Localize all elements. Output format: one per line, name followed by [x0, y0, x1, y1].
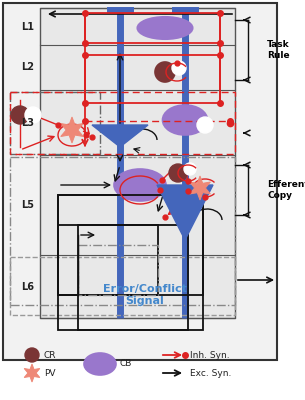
- Polygon shape: [190, 176, 210, 200]
- Ellipse shape: [84, 353, 116, 375]
- Text: L5: L5: [21, 200, 34, 210]
- Circle shape: [11, 106, 29, 124]
- Bar: [40, 8, 235, 318]
- Polygon shape: [157, 185, 213, 240]
- Circle shape: [184, 163, 196, 175]
- Text: Exc. Syn.: Exc. Syn.: [190, 368, 231, 378]
- Bar: [78, 245, 158, 295]
- Ellipse shape: [138, 17, 192, 39]
- Text: PV: PV: [44, 368, 56, 378]
- Text: L6: L6: [21, 282, 34, 292]
- Bar: [10, 92, 100, 154]
- Bar: [58, 195, 203, 330]
- Text: Error/Conflict
Signal: Error/Conflict Signal: [103, 284, 187, 306]
- Circle shape: [172, 61, 186, 75]
- Bar: [85, 13, 220, 43]
- Text: L2: L2: [21, 62, 34, 72]
- Circle shape: [169, 164, 187, 182]
- Bar: [85, 55, 220, 103]
- Bar: [78, 225, 188, 330]
- Ellipse shape: [163, 105, 207, 135]
- Circle shape: [155, 62, 175, 82]
- Text: Task
Rule: Task Rule: [267, 40, 290, 60]
- Text: L3: L3: [21, 118, 34, 128]
- Circle shape: [25, 348, 39, 362]
- Bar: [10, 157, 235, 305]
- Text: Inh. Syn.: Inh. Syn.: [190, 350, 230, 360]
- Circle shape: [25, 107, 41, 123]
- Text: Efferent
Copy: Efferent Copy: [267, 180, 305, 200]
- Polygon shape: [92, 125, 148, 147]
- Bar: [58, 195, 203, 295]
- Polygon shape: [61, 117, 83, 143]
- Bar: [58, 225, 158, 295]
- Text: CB: CB: [120, 360, 132, 368]
- Bar: [10, 92, 235, 154]
- Text: L1: L1: [21, 22, 34, 32]
- Bar: [3, 3, 277, 360]
- Text: CR: CR: [44, 350, 56, 360]
- Circle shape: [197, 117, 213, 133]
- Ellipse shape: [114, 169, 166, 201]
- Bar: [10, 257, 235, 315]
- Polygon shape: [24, 364, 40, 382]
